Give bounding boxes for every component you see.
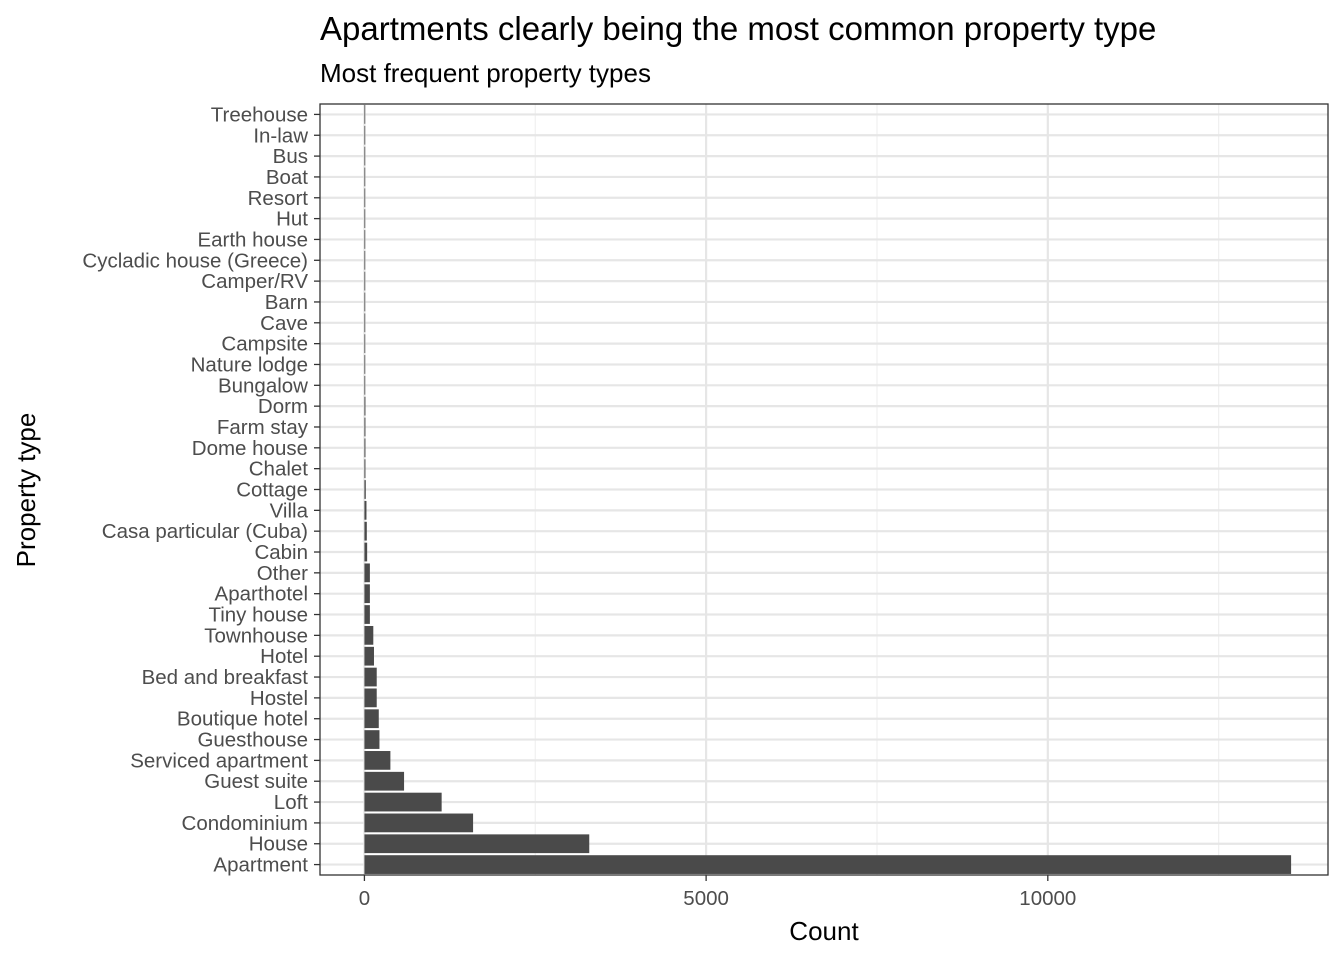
bar-31: [364, 209, 366, 228]
x-tick-label: 5000: [683, 887, 729, 910]
bar-12: [364, 605, 370, 624]
y-tick-label: Cabin: [254, 541, 308, 564]
gridlines: [320, 104, 1328, 875]
y-tick-label: Farm stay: [217, 416, 309, 439]
bar-16: [364, 521, 367, 541]
y-tick-label: Guest suite: [204, 770, 308, 793]
bar-9: [364, 667, 377, 687]
y-axis-title: Property type: [11, 413, 41, 568]
bar-18: [364, 480, 366, 499]
y-tick-label: Tiny house: [208, 604, 308, 627]
bar-0: [364, 855, 1292, 874]
x-tick-label: 10000: [1019, 887, 1076, 910]
y-tick-label: Bungalow: [218, 374, 308, 397]
y-tick-label: Villa: [270, 499, 309, 522]
bar-35: [364, 125, 366, 145]
y-tick-label: Bed and breakfast: [142, 666, 309, 689]
bar-5: [364, 751, 391, 770]
bar-25: [364, 334, 366, 354]
bar-30: [364, 230, 366, 249]
x-axis-title: Count: [789, 916, 859, 946]
y-tick-label: Treehouse: [211, 103, 308, 126]
bar-13: [364, 584, 370, 604]
bar-21: [364, 417, 366, 437]
bar-11: [364, 625, 374, 645]
y-tick-label: Dorm: [258, 395, 308, 418]
bar-3: [364, 792, 442, 812]
bar-26: [364, 313, 366, 333]
y-tick-label: Bus: [273, 145, 308, 168]
y-tick-label: Hut: [276, 208, 308, 231]
y-tick-label: Camper/RV: [201, 270, 308, 293]
x-axis: 0 5000 10000: [359, 875, 1076, 910]
bar-8: [364, 688, 377, 708]
y-tick-label: Barn: [265, 291, 308, 314]
y-tick-label: Hostel: [250, 687, 308, 710]
bar-32: [364, 188, 366, 208]
bar-29: [364, 250, 366, 270]
bar-1: [364, 834, 590, 854]
bar-24: [364, 355, 366, 374]
x-tick-label: 0: [359, 887, 370, 910]
bar-2: [364, 813, 474, 833]
bar-4: [364, 771, 405, 791]
bar-20: [364, 438, 366, 458]
y-tick-label: Boat: [266, 166, 308, 189]
y-tick-label: Cycladic house (Greece): [82, 249, 308, 272]
y-tick-label: Dome house: [192, 437, 308, 460]
bar-10: [364, 646, 374, 666]
y-tick-label: Cottage: [236, 479, 308, 502]
y-tick-label: Boutique hotel: [177, 708, 308, 731]
bar-34: [364, 146, 366, 166]
bar-19: [364, 459, 366, 479]
y-tick-label: Apartment: [213, 854, 308, 877]
y-tick-label: Townhouse: [204, 624, 308, 647]
y-tick-label: Guesthouse: [197, 729, 308, 752]
y-tick-label: Loft: [274, 791, 308, 814]
bar-23: [364, 375, 366, 395]
y-tick-label: Casa particular (Cuba): [102, 520, 308, 543]
bar-33: [364, 167, 366, 187]
bar-14: [364, 563, 370, 583]
y-tick-label: Aparthotel: [215, 583, 308, 606]
y-tick-label: Earth house: [197, 228, 308, 251]
y-tick-label: In-law: [253, 124, 308, 147]
bar-36: [364, 105, 366, 124]
bar-22: [364, 396, 366, 416]
y-tick-label: Campsite: [221, 333, 308, 356]
bars: [364, 105, 1292, 874]
chart-subtitle: Most frequent property types: [320, 58, 651, 88]
y-tick-label: Resort: [248, 187, 309, 210]
chart-title: Apartments clearly being the most common…: [320, 10, 1156, 47]
y-tick-label: Nature lodge: [191, 353, 308, 376]
y-tick-label: Chalet: [249, 458, 309, 481]
y-tick-label: House: [249, 833, 308, 856]
bar-7: [364, 709, 379, 729]
y-tick-label: Other: [257, 562, 308, 585]
bar-6: [364, 730, 380, 749]
y-tick-label: Cave: [260, 312, 308, 335]
y-tick-label: Condominium: [182, 812, 308, 835]
bar-27: [364, 292, 366, 312]
bar-28: [364, 271, 366, 291]
bar-15: [364, 542, 368, 562]
bar-17: [364, 500, 367, 520]
y-tick-label: Serviced apartment: [130, 749, 308, 772]
y-tick-label: Hotel: [260, 645, 308, 668]
